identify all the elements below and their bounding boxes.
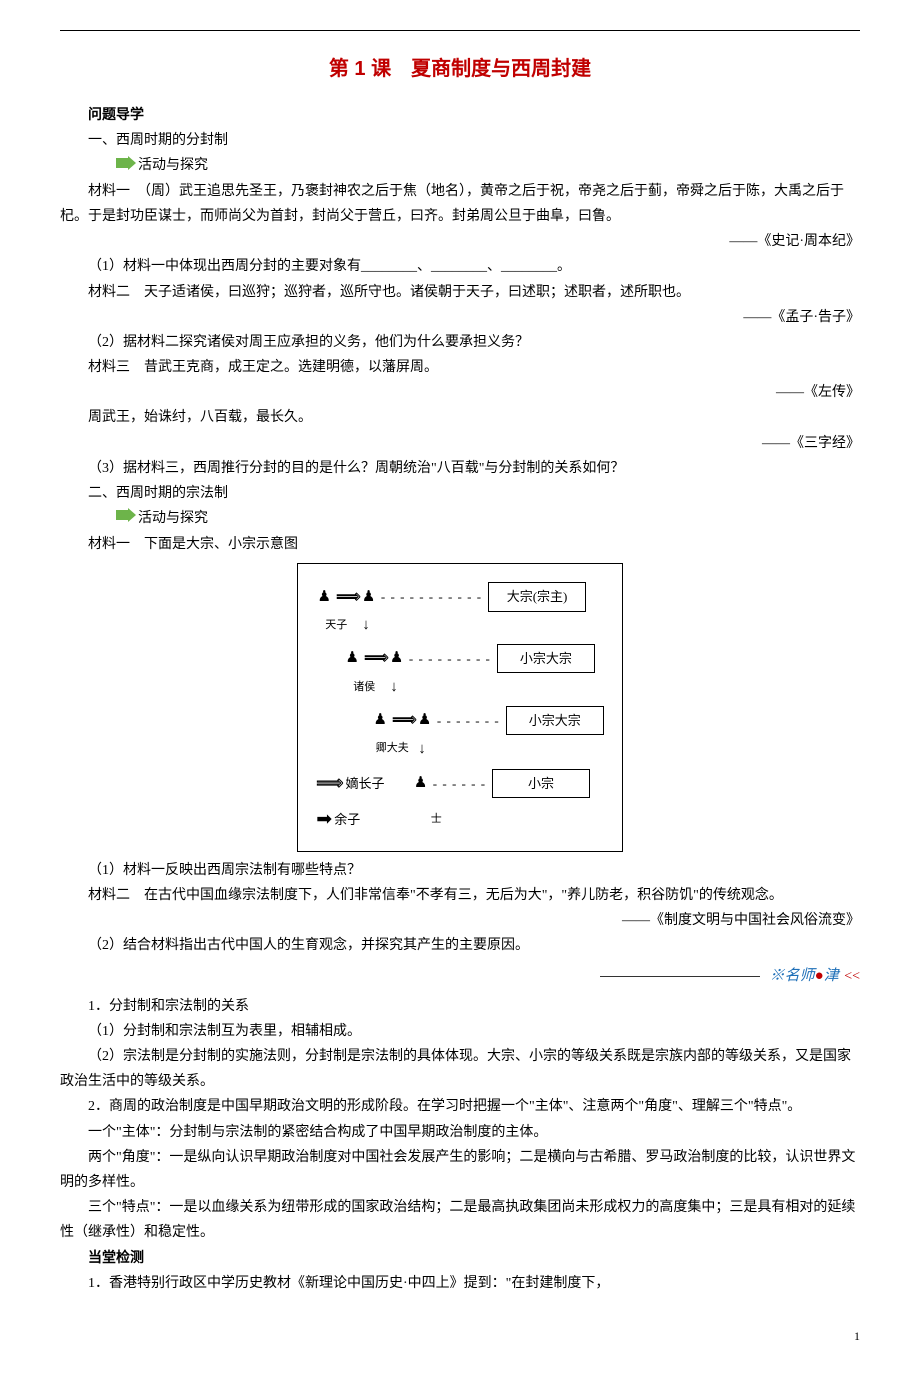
lesson-title: 第 1 课 夏商制度与西周封建 (60, 51, 860, 87)
material-2b-1: 材料二 在古代中国血缘宗法制度下，人们非常信奉"不孝有三，无后为大"，"养儿防老… (60, 883, 860, 908)
hollow-arrow-icon: ⟹ (336, 582, 356, 613)
arrow-icon (88, 154, 136, 179)
section-dangtang: 当堂检测 (60, 1246, 860, 1271)
section-one-title: 一、西周时期的分封制 (60, 128, 860, 153)
material-3-1: 材料三 昔武王克商，成王定之。选建明德，以藩屏周。 (60, 355, 860, 380)
box-xiaoda-1: 小宗大宗 (497, 644, 595, 673)
box-xiaozong: 小宗 (492, 769, 590, 798)
material-3-2: 周武王，始诛纣，八百载，最长久。 (60, 405, 860, 430)
teacher-label-1: 名师 (785, 968, 815, 984)
page-content: 第 1 课 夏商制度与西周封建 问题导学 一、西周时期的分封制 活动与探究 材料… (60, 30, 860, 1348)
dash-line: - - - - - - - (433, 709, 500, 732)
down-arrow-icon: ↓ (418, 736, 426, 763)
material-3-src: ——《左传》 (60, 380, 860, 405)
person-icon: ♟ (413, 770, 429, 797)
person-icon: ♟ (417, 707, 433, 734)
diagram-row-1: ♟ ⟹ ♟ - - - - - - - - - - - 大宗(宗主) (316, 582, 603, 613)
point-2: 2．商周的政治制度是中国早期政治文明的形成阶段。在学习时把握一个"主体"、注意两… (60, 1094, 860, 1119)
activity-label: 活动与探究 (138, 511, 208, 526)
material-3-src2: ——《三字经》 (60, 431, 860, 456)
banner-line (600, 976, 760, 977)
test-1: 1．香港特别行政区中学历史教材《新理论中国历史·中四上》提到："在封建制度下， (60, 1271, 860, 1296)
down-arrow-icon: ↓ (362, 612, 370, 639)
hollow-arrow-icon: ⟹ (316, 767, 339, 801)
arrow-icon (88, 506, 136, 531)
point-2a: 一个"主体"：分封制与宗法制的紧密结合构成了中国早期政治制度的主体。 (60, 1120, 860, 1145)
hollow-arrow-icon: ⟹ (364, 643, 384, 674)
activity-line-2: 活动与探究 (60, 506, 860, 531)
role-shi: 士 (416, 810, 456, 830)
hollow-arrow-icon: ⟹ (392, 705, 412, 736)
legend-row-yu: ➡ 余子 士 (316, 803, 603, 837)
material-1-src: ——《史记·周本纪》 (60, 229, 860, 254)
section-wenti: 问题导学 (60, 103, 860, 128)
role-qingdafu: 卿大夫 (372, 739, 412, 759)
role-tianzi: 天子 (316, 616, 356, 636)
dash-line: - - - - - - (429, 772, 486, 795)
question-2a: （1）材料一反映出西周宗法制有哪些特点？ (60, 858, 860, 883)
material-2-1: 材料二 天子适诸侯，曰巡狩；巡狩者，巡所守也。诸侯朝于天子，曰述职；述职者，述所… (60, 280, 860, 305)
teacher-label-2: 津 (824, 968, 839, 984)
person-icon: ♟ (372, 707, 388, 734)
material-2b-src: ——《制度文明与中国社会风俗流变》 (60, 908, 860, 933)
legend-dizhangzi: 嫡长子 (346, 772, 385, 795)
legend-row-di: ⟹ 嫡长子 ♟ - - - - - - 小宗 (316, 767, 603, 801)
teacher-banner: ※名师●津 << (60, 963, 860, 990)
solid-arrow-icon: ➡ (316, 803, 328, 837)
down-arrow-icon: ↓ (390, 674, 398, 701)
question-2: （2）据材料二探究诸侯对周王应承担的义务，他们为什么要承担义务？ (60, 330, 860, 355)
question-1: （1）材料一中体现出西周分封的主要对象有________、________、__… (60, 254, 860, 279)
point-1b: （2）宗法制是分封制的实施法则，分封制是宗法制的具体体现。大宗、小宗的等级关系既… (60, 1044, 860, 1094)
page-number: 1 (60, 1320, 860, 1348)
point-1: 1．分封制和宗法制的关系 (60, 994, 860, 1019)
material-2a-1: 材料一 下面是大宗、小宗示意图 (60, 532, 860, 557)
person-icon: ♟ (316, 584, 332, 611)
dash-line: - - - - - - - - - (405, 647, 491, 670)
box-dazong: 大宗(宗主) (488, 582, 586, 611)
role-zhuhou: 诸侯 (344, 678, 384, 698)
person-icon: ♟ (389, 645, 405, 672)
material-1-1: 材料一 （周）武王追思先圣王，乃褒封神农之后于焦（地名），黄帝之后于祝，帝尧之后… (60, 179, 860, 229)
zongfa-diagram: ♟ ⟹ ♟ - - - - - - - - - - - 大宗(宗主) 天子 ↓ … (60, 563, 860, 852)
material-2-src: ——《孟子·告子》 (60, 305, 860, 330)
diagram-row-2: ♟ ⟹ ♟ - - - - - - - - - 小宗大宗 (316, 643, 603, 674)
diagram-row-3: ♟ ⟹ ♟ - - - - - - - 小宗大宗 (316, 705, 603, 736)
point-1a: （1）分封制和宗法制互为表里，相辅相成。 (60, 1019, 860, 1044)
activity-line-1: 活动与探究 (60, 153, 860, 178)
person-icon: ♟ (361, 584, 377, 611)
activity-label: 活动与探究 (138, 158, 208, 173)
point-2c: 三个"特点"：一是以血缘关系为纽带形成的国家政治结构；二是最高执政集团尚未形成权… (60, 1195, 860, 1245)
dash-line: - - - - - - - - - - - (377, 585, 482, 608)
box-xiaoda-2: 小宗大宗 (506, 706, 604, 735)
legend-yuzi: 余子 (334, 808, 360, 831)
chev-icon: << (844, 969, 860, 984)
question-2b: （2）结合材料指出古代中国人的生育观念，并探究其产生的主要原因。 (60, 933, 860, 958)
section-two-title: 二、西周时期的宗法制 (60, 481, 860, 506)
person-icon: ♟ (344, 645, 360, 672)
point-2b: 两个"角度"：一是纵向认识早期政治制度对中国社会发展产生的影响；二是横向与古希腊… (60, 1145, 860, 1195)
question-3: （3）据材料三，西周推行分封的目的是什么？周朝统治"八百载"与分封制的关系如何？ (60, 456, 860, 481)
